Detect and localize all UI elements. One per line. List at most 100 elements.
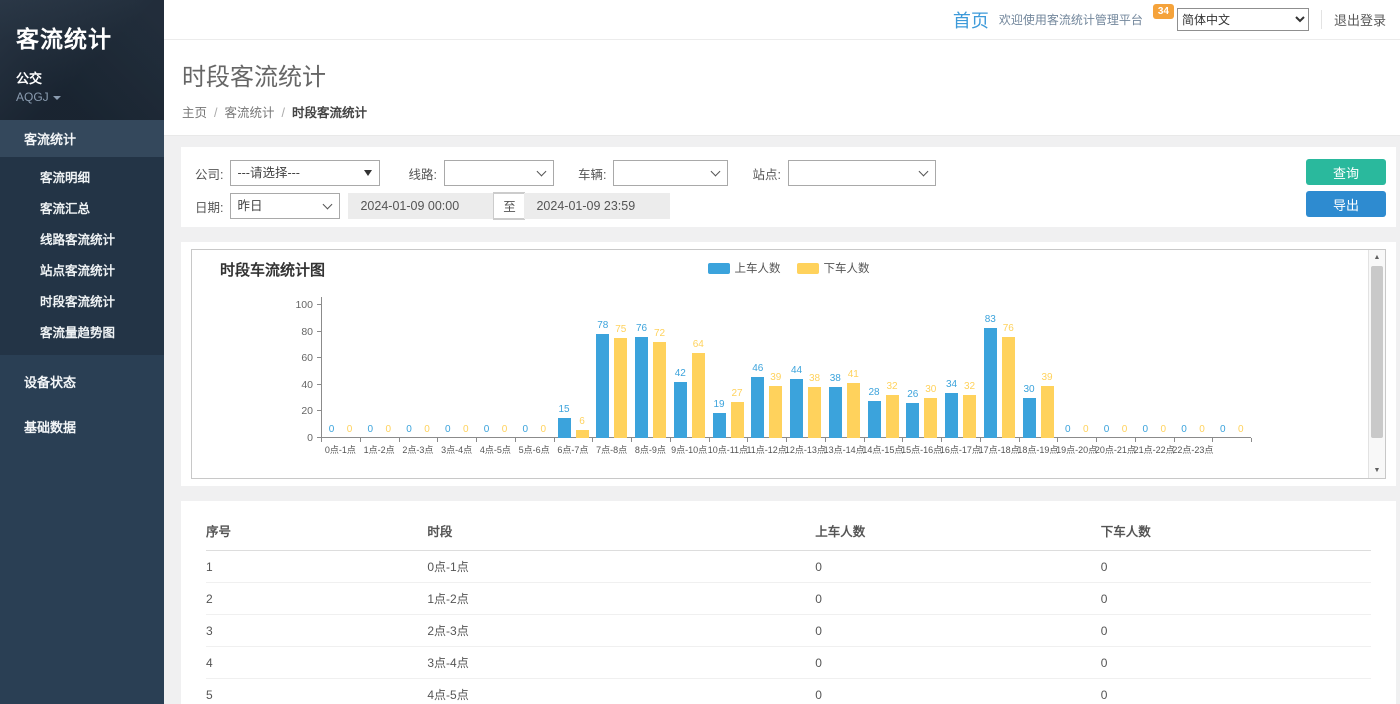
scroll-up-icon[interactable]: ▲ — [1373, 254, 1381, 261]
bar-boarding[interactable] — [906, 403, 920, 438]
x-axis-tick — [1173, 438, 1175, 442]
value-label-alighting: 0 — [540, 424, 547, 435]
vehicle-label: 车辆: — [577, 167, 607, 182]
company-label: 公司: — [195, 167, 224, 182]
org-code-dropdown[interactable]: AQGJ — [16, 90, 164, 104]
vehicle-select[interactable] — [613, 160, 729, 186]
bar-boarding[interactable] — [1022, 398, 1036, 438]
legend-item[interactable]: 下车人数 — [796, 260, 870, 276]
brand-area: 客流统计 公交 AQGJ — [0, 0, 164, 120]
value-label-boarding: 30 — [1023, 384, 1035, 395]
bar-alighting[interactable] — [653, 342, 666, 438]
line-select[interactable] — [443, 160, 554, 186]
table-row[interactable]: 5 4点-5点 0 0 — [206, 678, 1371, 704]
x-axis-tick — [786, 438, 787, 442]
bar-alighting[interactable] — [1001, 337, 1015, 438]
bar-boarding[interactable] — [867, 401, 881, 438]
bar-boarding[interactable] — [712, 413, 726, 438]
export-button[interactable]: 导出 — [1306, 191, 1386, 217]
bar-boarding[interactable] — [557, 418, 571, 438]
bar-group: 30 39 18点-19点 — [1017, 290, 1058, 455]
bar-alighting[interactable] — [769, 386, 783, 438]
home-link[interactable]: 首页 — [952, 10, 989, 31]
scrollbar-thumb[interactable] — [1371, 266, 1383, 438]
date-preset-select[interactable]: 昨日 — [230, 193, 341, 219]
bar-boarding[interactable] — [945, 393, 958, 438]
menu-spacer — [0, 355, 164, 363]
sidebar-item[interactable]: 客流汇总 — [40, 202, 91, 216]
sidebar-item[interactable]: 线路客流统计 — [40, 233, 116, 247]
language-select[interactable]: 简体中文 — [1176, 8, 1309, 31]
legend-item[interactable]: 上车人数 — [707, 260, 781, 276]
table-cell: 4点-5点 — [427, 678, 816, 704]
bar-alighting[interactable] — [924, 398, 938, 438]
x-axis-tick — [669, 438, 671, 442]
legend-label: 下车人数 — [823, 263, 870, 275]
bar-alighting[interactable] — [691, 353, 705, 438]
value-label-alighting: 38 — [808, 373, 821, 384]
bar-boarding[interactable] — [828, 387, 842, 438]
bar-boarding[interactable] — [983, 328, 997, 438]
bar-boarding[interactable] — [673, 382, 687, 438]
query-button[interactable]: 查询 — [1306, 159, 1386, 185]
table-row[interactable]: 1 0点-1点 0 0 — [206, 550, 1371, 583]
logout-link[interactable]: 退出登录 — [1320, 10, 1386, 29]
date-from-input[interactable]: 2024-01-09 00:00 — [348, 193, 495, 219]
bar-alighting[interactable] — [1040, 386, 1054, 438]
value-label-boarding: 19 — [713, 399, 725, 410]
value-label-alighting: 0 — [424, 424, 430, 435]
value-label-alighting: 27 — [731, 388, 743, 399]
menu-spacer — [0, 400, 164, 408]
sidebar-section-1[interactable]: 设备状态 — [24, 375, 77, 390]
bar-boarding[interactable] — [596, 334, 610, 438]
sidebar-section-2[interactable]: 基础数据 — [24, 420, 77, 435]
y-axis-tick — [317, 357, 321, 358]
x-axis-label: 17点-18点 — [978, 445, 1020, 455]
bar-alighting[interactable] — [808, 387, 821, 438]
table-cell: 0 — [815, 550, 1101, 583]
bar-boarding[interactable] — [635, 337, 648, 438]
bar-group: 46 39 11点-12点 — [746, 290, 786, 455]
bar-alighting[interactable] — [730, 402, 744, 438]
x-axis-label: 3点-4点 — [441, 445, 473, 455]
breadcrumb-item[interactable]: 客流统计 — [224, 106, 275, 120]
company-select[interactable]: ---请选择--- — [230, 160, 381, 186]
sidebar-section-0[interactable]: 客流统计 — [0, 120, 164, 157]
bar-group: 83 76 17点-18点 — [979, 290, 1020, 455]
x-axis-label: 6点-7点 — [557, 445, 589, 455]
table-row[interactable]: 3 2点-3点 0 0 — [206, 614, 1371, 647]
breadcrumb-separator: / — [281, 106, 285, 120]
sidebar-item[interactable]: 时段客流统计 — [40, 295, 116, 309]
breadcrumb-item[interactable]: 主页 — [182, 106, 208, 120]
value-label-boarding: 0 — [367, 424, 374, 435]
bar-alighting[interactable] — [614, 338, 628, 438]
sidebar-item[interactable]: 站点客流统计 — [40, 264, 116, 278]
bar-boarding[interactable] — [751, 377, 765, 438]
breadcrumb-separator: / — [214, 106, 218, 120]
sidebar-item[interactable]: 客流明细 — [40, 171, 91, 185]
x-axis-label: 18点-19点 — [1017, 445, 1059, 455]
scroll-down-icon[interactable]: ▼ — [1373, 467, 1381, 474]
bar-alighting[interactable] — [575, 430, 589, 438]
bar-group: 26 30 15点-16点 — [901, 290, 942, 455]
chart-vertical-scrollbar[interactable]: ▲ ▼ — [1368, 250, 1385, 478]
table-row[interactable]: 4 3点-4点 0 0 — [206, 646, 1371, 679]
value-label-alighting: 0 — [1121, 424, 1128, 435]
x-axis-label: 1点-2点 — [363, 445, 395, 455]
bar-boarding[interactable] — [790, 379, 803, 438]
table-header: 下车人数 — [1100, 513, 1371, 551]
notification-badge[interactable]: 34 — [1152, 4, 1174, 19]
station-select[interactable] — [787, 160, 936, 186]
bar-alighting[interactable] — [963, 395, 976, 438]
x-axis-tick — [592, 438, 594, 442]
sidebar-item[interactable]: 客流量趋势图 — [40, 326, 116, 340]
sidebar: 客流统计 公交 AQGJ 客流统计客流明细客流汇总线路客流统计 站点客流统计 时段客… — [0, 0, 164, 704]
table-row[interactable]: 2 1点-2点 0 0 — [206, 582, 1371, 615]
bar-alighting[interactable] — [846, 383, 860, 438]
value-label-boarding: 78 — [597, 320, 609, 331]
y-axis-label: 20 — [301, 405, 313, 417]
bar-alighting[interactable] — [885, 395, 899, 438]
date-to-input[interactable]: 2024-01-09 23:59 — [524, 193, 671, 219]
value-label-alighting: 39 — [1041, 372, 1053, 383]
value-label-boarding: 0 — [1064, 424, 1071, 435]
